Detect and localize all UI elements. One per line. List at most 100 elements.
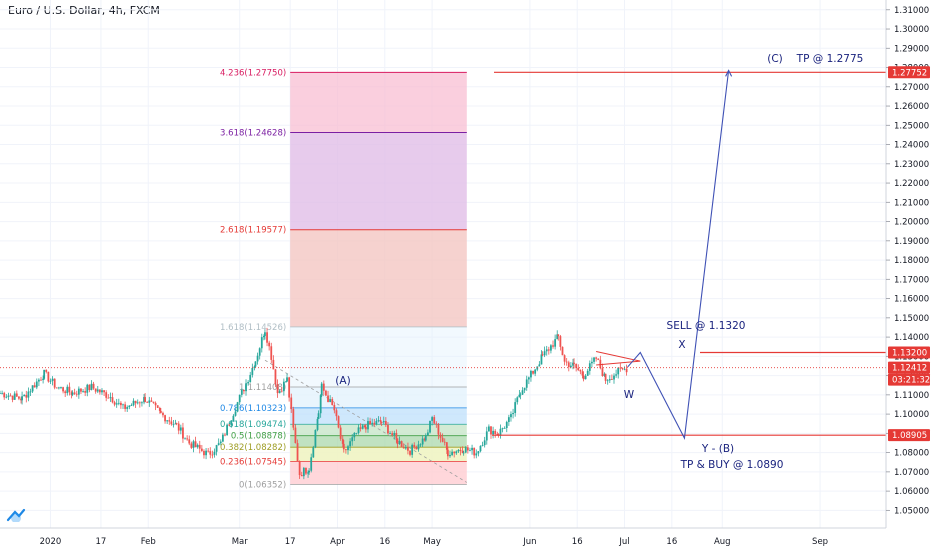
candle-body xyxy=(623,368,626,370)
candle-body xyxy=(610,379,613,380)
candle-body xyxy=(312,447,315,458)
candle-body xyxy=(523,387,526,391)
candle-body xyxy=(298,461,301,476)
candle-body xyxy=(126,407,129,409)
candle-body xyxy=(276,384,279,394)
candle-body xyxy=(0,393,1,394)
candle-body xyxy=(382,421,385,423)
tradingview-logo-icon[interactable] xyxy=(6,508,26,522)
candle-body xyxy=(213,451,216,455)
candle-body xyxy=(73,392,76,394)
candle-body xyxy=(282,381,285,392)
candle-body xyxy=(534,369,537,374)
candle-body xyxy=(501,428,504,430)
candle-body xyxy=(367,421,369,430)
candle-body xyxy=(219,441,222,444)
projection-path xyxy=(627,69,733,441)
candle-body xyxy=(35,381,38,388)
candle-body xyxy=(38,379,40,382)
candle-body xyxy=(483,440,486,446)
candle-body xyxy=(13,393,16,400)
candle-body xyxy=(251,367,254,375)
candle-body xyxy=(550,345,552,351)
candle-body xyxy=(461,450,464,454)
candle-body xyxy=(446,449,449,457)
candle-body xyxy=(109,397,112,399)
candle-body xyxy=(31,385,34,392)
candle-body xyxy=(331,399,334,405)
horizontal-levels xyxy=(0,71,886,436)
fib-retracement-label: 0.786(1.10323) xyxy=(220,404,286,414)
candle-body xyxy=(247,382,250,384)
candle-body xyxy=(361,425,364,429)
time-tick-label: 16 xyxy=(379,537,390,547)
candle-body xyxy=(492,430,494,435)
candle-body xyxy=(243,389,245,392)
candle-body xyxy=(464,447,467,453)
time-tick-label: 17 xyxy=(285,537,296,547)
candle-body xyxy=(349,441,352,447)
candle-body xyxy=(94,388,97,392)
candle-body xyxy=(433,417,436,424)
candle-body xyxy=(111,397,114,403)
candle-body xyxy=(179,427,182,431)
fib-extension-band xyxy=(290,72,467,133)
candle-body xyxy=(174,423,177,425)
price-tick-label: 1.20000 xyxy=(894,218,929,228)
candle-body xyxy=(98,389,101,393)
candle-body xyxy=(314,429,317,448)
candle-body xyxy=(203,450,205,456)
candle-body xyxy=(80,388,82,392)
fib-retracement-zone: 1(1.11408) 0.786(1.10323) 0.618(1.09474) 0.… xyxy=(220,326,468,490)
candle-body xyxy=(586,370,589,376)
candle-body xyxy=(186,438,189,440)
sell-level-label: 1.13200 xyxy=(892,348,927,358)
candle-body xyxy=(409,450,411,455)
candle-body xyxy=(90,383,93,391)
candle-body xyxy=(105,392,108,398)
candle-body xyxy=(92,383,95,389)
candle-body xyxy=(88,384,91,391)
candle-body xyxy=(543,351,546,356)
projection-line xyxy=(627,70,730,441)
candle-body xyxy=(411,444,414,455)
candle-body xyxy=(449,455,451,457)
price-tick-label: 1.25000 xyxy=(894,121,929,131)
candle-body xyxy=(613,375,615,380)
candle-body xyxy=(86,384,89,393)
candle-body xyxy=(228,424,231,426)
candle-body xyxy=(124,404,127,409)
candle-body xyxy=(134,400,137,404)
fib-retracement-band xyxy=(290,326,467,387)
candle-body xyxy=(190,443,193,448)
candle-body xyxy=(23,394,26,397)
candle-body xyxy=(196,444,199,448)
price-tick-label: 1.10000 xyxy=(894,410,929,420)
candle-body xyxy=(608,379,611,381)
annotations: (A) SELL @ 1.1320 X W Y - (B) TP & BUY @ 1.08… xyxy=(335,53,863,471)
candle-body xyxy=(462,452,465,454)
candle-body xyxy=(320,383,323,396)
candle-body xyxy=(205,450,207,456)
candle-body xyxy=(254,361,257,367)
candle-body xyxy=(192,441,195,448)
candle-body xyxy=(377,420,380,421)
candle-body xyxy=(264,332,266,336)
price-tick-label: 1.17000 xyxy=(894,275,929,285)
candle-body xyxy=(200,448,203,451)
fib-retracement-label: 0.382(1.08282) xyxy=(220,443,286,453)
fib-retracement-band xyxy=(290,386,467,408)
candle-body xyxy=(132,400,135,406)
candle-body xyxy=(393,432,396,435)
candle-body xyxy=(3,392,6,398)
fib-extension-zone: 4.236(1.27750) 3.618(1.24628) 2.618(1.1957… xyxy=(220,68,467,333)
candle-body xyxy=(150,400,153,402)
time-tick-label: 17 xyxy=(96,537,107,547)
annotation-buy: TP & BUY @ 1.0890 xyxy=(680,459,784,471)
candle-body xyxy=(1,392,4,394)
candle-body xyxy=(217,443,220,446)
candle-body xyxy=(567,362,570,368)
candle-body xyxy=(573,362,575,364)
candle-body xyxy=(355,432,358,434)
